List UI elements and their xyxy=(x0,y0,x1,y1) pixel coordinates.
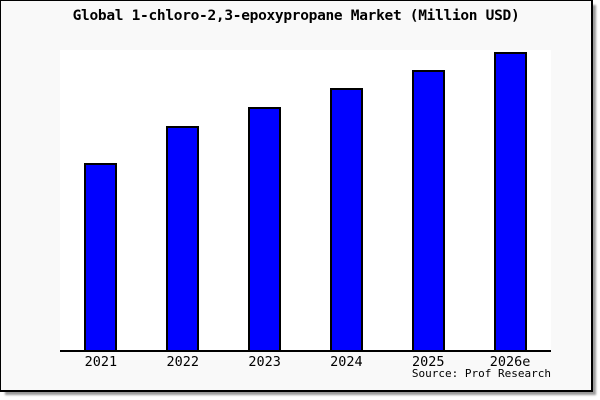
bar-2024 xyxy=(329,87,363,350)
plot-area xyxy=(60,50,551,352)
bar-2026e xyxy=(493,52,527,350)
x-tick-label: 2022 xyxy=(166,354,199,370)
x-tick-label: 2023 xyxy=(248,354,281,370)
bar-2022 xyxy=(166,125,200,350)
bar-slot xyxy=(387,50,469,350)
bar-slot xyxy=(60,50,142,350)
bar-2025 xyxy=(411,70,445,350)
source-credit: Source: Prof Research xyxy=(411,367,551,380)
x-tick-label: 2021 xyxy=(84,354,118,370)
x-axis-labels: 2021 2022 2023 2024 2025 2026e xyxy=(60,354,551,370)
chart-title: Global 1-chloro-2,3-epoxypropane Market … xyxy=(72,8,520,24)
bar-slot xyxy=(469,50,551,350)
chart-frame: Global 1-chloro-2,3-epoxypropane Market … xyxy=(0,0,593,392)
bar-2021 xyxy=(84,162,118,350)
bar-2023 xyxy=(248,106,282,350)
bar-slot xyxy=(142,50,224,350)
x-tick-label: 2024 xyxy=(330,354,363,370)
x-tick-label: 2026e xyxy=(489,354,531,370)
bars-container xyxy=(60,50,551,350)
x-tick-label: 2025 xyxy=(411,354,445,370)
bar-slot xyxy=(224,50,306,350)
bar-slot xyxy=(305,50,387,350)
